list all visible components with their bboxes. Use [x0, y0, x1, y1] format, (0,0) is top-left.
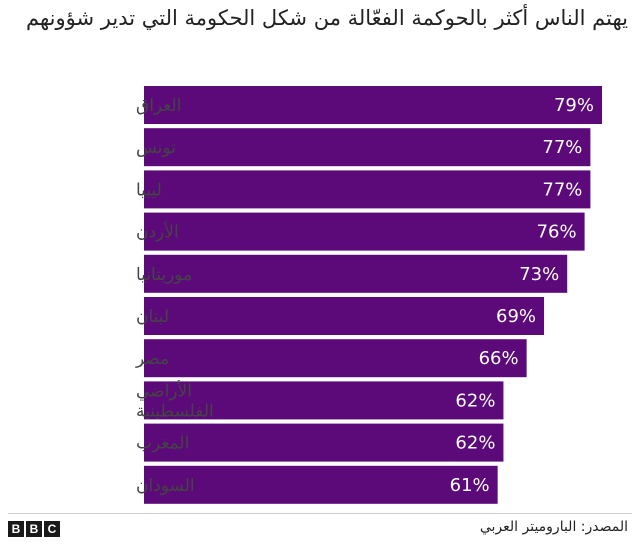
- category-label-3: الأردن: [136, 222, 179, 243]
- value-label-1: 77%: [542, 137, 582, 158]
- category-label-0: العراق: [136, 96, 181, 116]
- logo-letter-1: B: [8, 521, 24, 537]
- category-label-1: تونس: [136, 138, 176, 158]
- bar-0: [144, 86, 602, 124]
- value-label-6: 66%: [479, 348, 519, 369]
- value-label-4: 73%: [519, 264, 559, 285]
- chart-title: يهتم الناس أكثر بالحوكمة الفعّالة من شكل…: [26, 6, 628, 30]
- bar-5: [144, 297, 545, 335]
- bar-2: [144, 170, 591, 209]
- category-label-2: ليبيا: [136, 180, 162, 200]
- value-label-0: 79%: [554, 95, 594, 116]
- bar-chart: 79% العراق 77% تونس 77% ليبيا 76% الأردن 73% موري…: [135, 86, 602, 504]
- bar-7: [144, 381, 504, 420]
- category-label-4: موريتانيا: [136, 265, 192, 285]
- bar-4: [144, 254, 568, 293]
- logo-letter-3: C: [44, 521, 60, 537]
- source-note: المصدر: الباروميتر العربي: [479, 519, 628, 535]
- bar-9: [144, 465, 498, 504]
- value-label-7: 62%: [455, 390, 495, 411]
- category-label-5: لبنان: [136, 307, 169, 327]
- bar-3: [144, 212, 585, 251]
- footer-divider: [8, 513, 632, 514]
- value-label-2: 77%: [542, 179, 582, 200]
- bbc-logo: B B C: [8, 521, 60, 537]
- category-label-6: مصر: [135, 349, 169, 369]
- category-label-7: الأراضي الفلسطينية: [136, 380, 214, 421]
- logo-letter-2: B: [26, 521, 42, 537]
- value-label-3: 76%: [537, 222, 577, 243]
- bar-1: [144, 128, 591, 167]
- value-label-9: 61%: [450, 475, 490, 496]
- bar-6: [144, 339, 527, 378]
- bar-8: [144, 423, 504, 462]
- category-label-8: المغرب: [136, 434, 189, 454]
- value-label-5: 69%: [496, 306, 536, 327]
- value-label-8: 62%: [455, 433, 495, 454]
- category-label-9: السودان: [136, 476, 195, 496]
